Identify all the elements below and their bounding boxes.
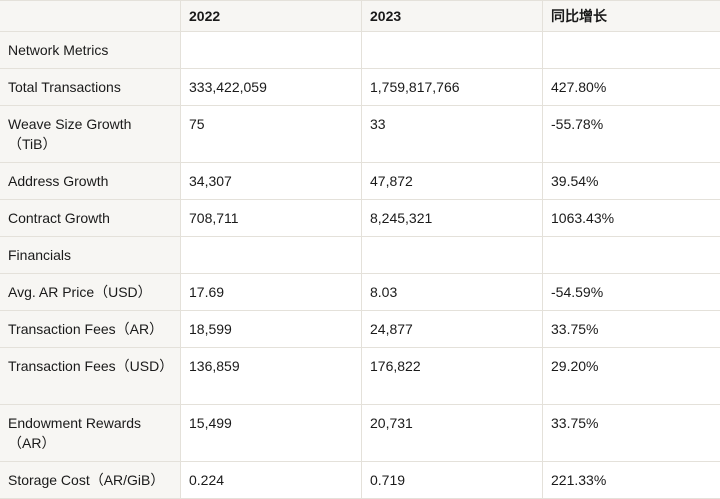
yoy-growth-cell: 29.20% (543, 348, 720, 405)
header-cell-2022: 2022 (181, 1, 362, 32)
row-label-cell: Transaction Fees（USD） (0, 348, 181, 405)
value-2023-cell: 20,731 (362, 405, 543, 462)
header-cell-yoy: 同比增长 (543, 1, 720, 32)
yoy-growth-cell: -55.78% (543, 106, 720, 163)
yoy-growth-cell: 221.33% (543, 462, 720, 499)
row-label-cell: Avg. AR Price（USD） (0, 274, 181, 311)
yoy-growth-cell: 1063.43% (543, 200, 720, 237)
value-2023-cell: 8,245,321 (362, 200, 543, 237)
row-label-cell: Financials (0, 237, 181, 274)
value-2022-cell: 15,499 (181, 405, 362, 462)
value-2022-cell: 34,307 (181, 163, 362, 200)
row-label-cell: Total Transactions (0, 69, 181, 106)
row-label-cell: Transaction Fees（AR） (0, 311, 181, 348)
value-2023-cell (362, 32, 543, 69)
value-2023-cell: 1,759,817,766 (362, 69, 543, 106)
row-label-cell: Address Growth (0, 163, 181, 200)
value-2022-cell (181, 32, 362, 69)
value-2023-cell: 0.719 (362, 462, 543, 499)
value-2022-cell: 708,711 (181, 200, 362, 237)
value-2023-cell: 176,822 (362, 348, 543, 405)
row-label-cell: Weave Size Growth（TiB） (0, 106, 181, 163)
row-label-cell: Endowment Rewards（AR） (0, 405, 181, 462)
value-2022-cell: 0.224 (181, 462, 362, 499)
header-cell-2023: 2023 (362, 1, 543, 32)
row-label-cell: Storage Cost（AR/GiB） (0, 462, 181, 499)
yoy-growth-cell: -54.59% (543, 274, 720, 311)
table-row: Network Metrics (0, 32, 720, 69)
yoy-growth-cell (543, 32, 720, 69)
yoy-growth-cell: 427.80% (543, 69, 720, 106)
value-2022-cell: 17.69 (181, 274, 362, 311)
yoy-growth-cell: 33.75% (543, 311, 720, 348)
value-2023-cell: 47,872 (362, 163, 543, 200)
table-row: Financials (0, 237, 720, 274)
value-2023-cell: 24,877 (362, 311, 543, 348)
row-label-cell: Contract Growth (0, 200, 181, 237)
yoy-growth-cell (543, 237, 720, 274)
value-2022-cell: 18,599 (181, 311, 362, 348)
header-cell-label (0, 1, 181, 32)
value-2022-cell: 333,422,059 (181, 69, 362, 106)
header-row: 2022 2023 同比增长 (0, 1, 720, 32)
table-header: 2022 2023 同比增长 (0, 1, 720, 32)
row-label-cell: Network Metrics (0, 32, 181, 69)
value-2023-cell: 33 (362, 106, 543, 163)
yoy-growth-cell: 33.75% (543, 405, 720, 462)
value-2022-cell: 75 (181, 106, 362, 163)
yoy-growth-cell: 39.54% (543, 163, 720, 200)
value-2023-cell (362, 237, 543, 274)
value-2022-cell: 136,859 (181, 348, 362, 405)
value-2023-cell: 8.03 (362, 274, 543, 311)
value-2022-cell (181, 237, 362, 274)
